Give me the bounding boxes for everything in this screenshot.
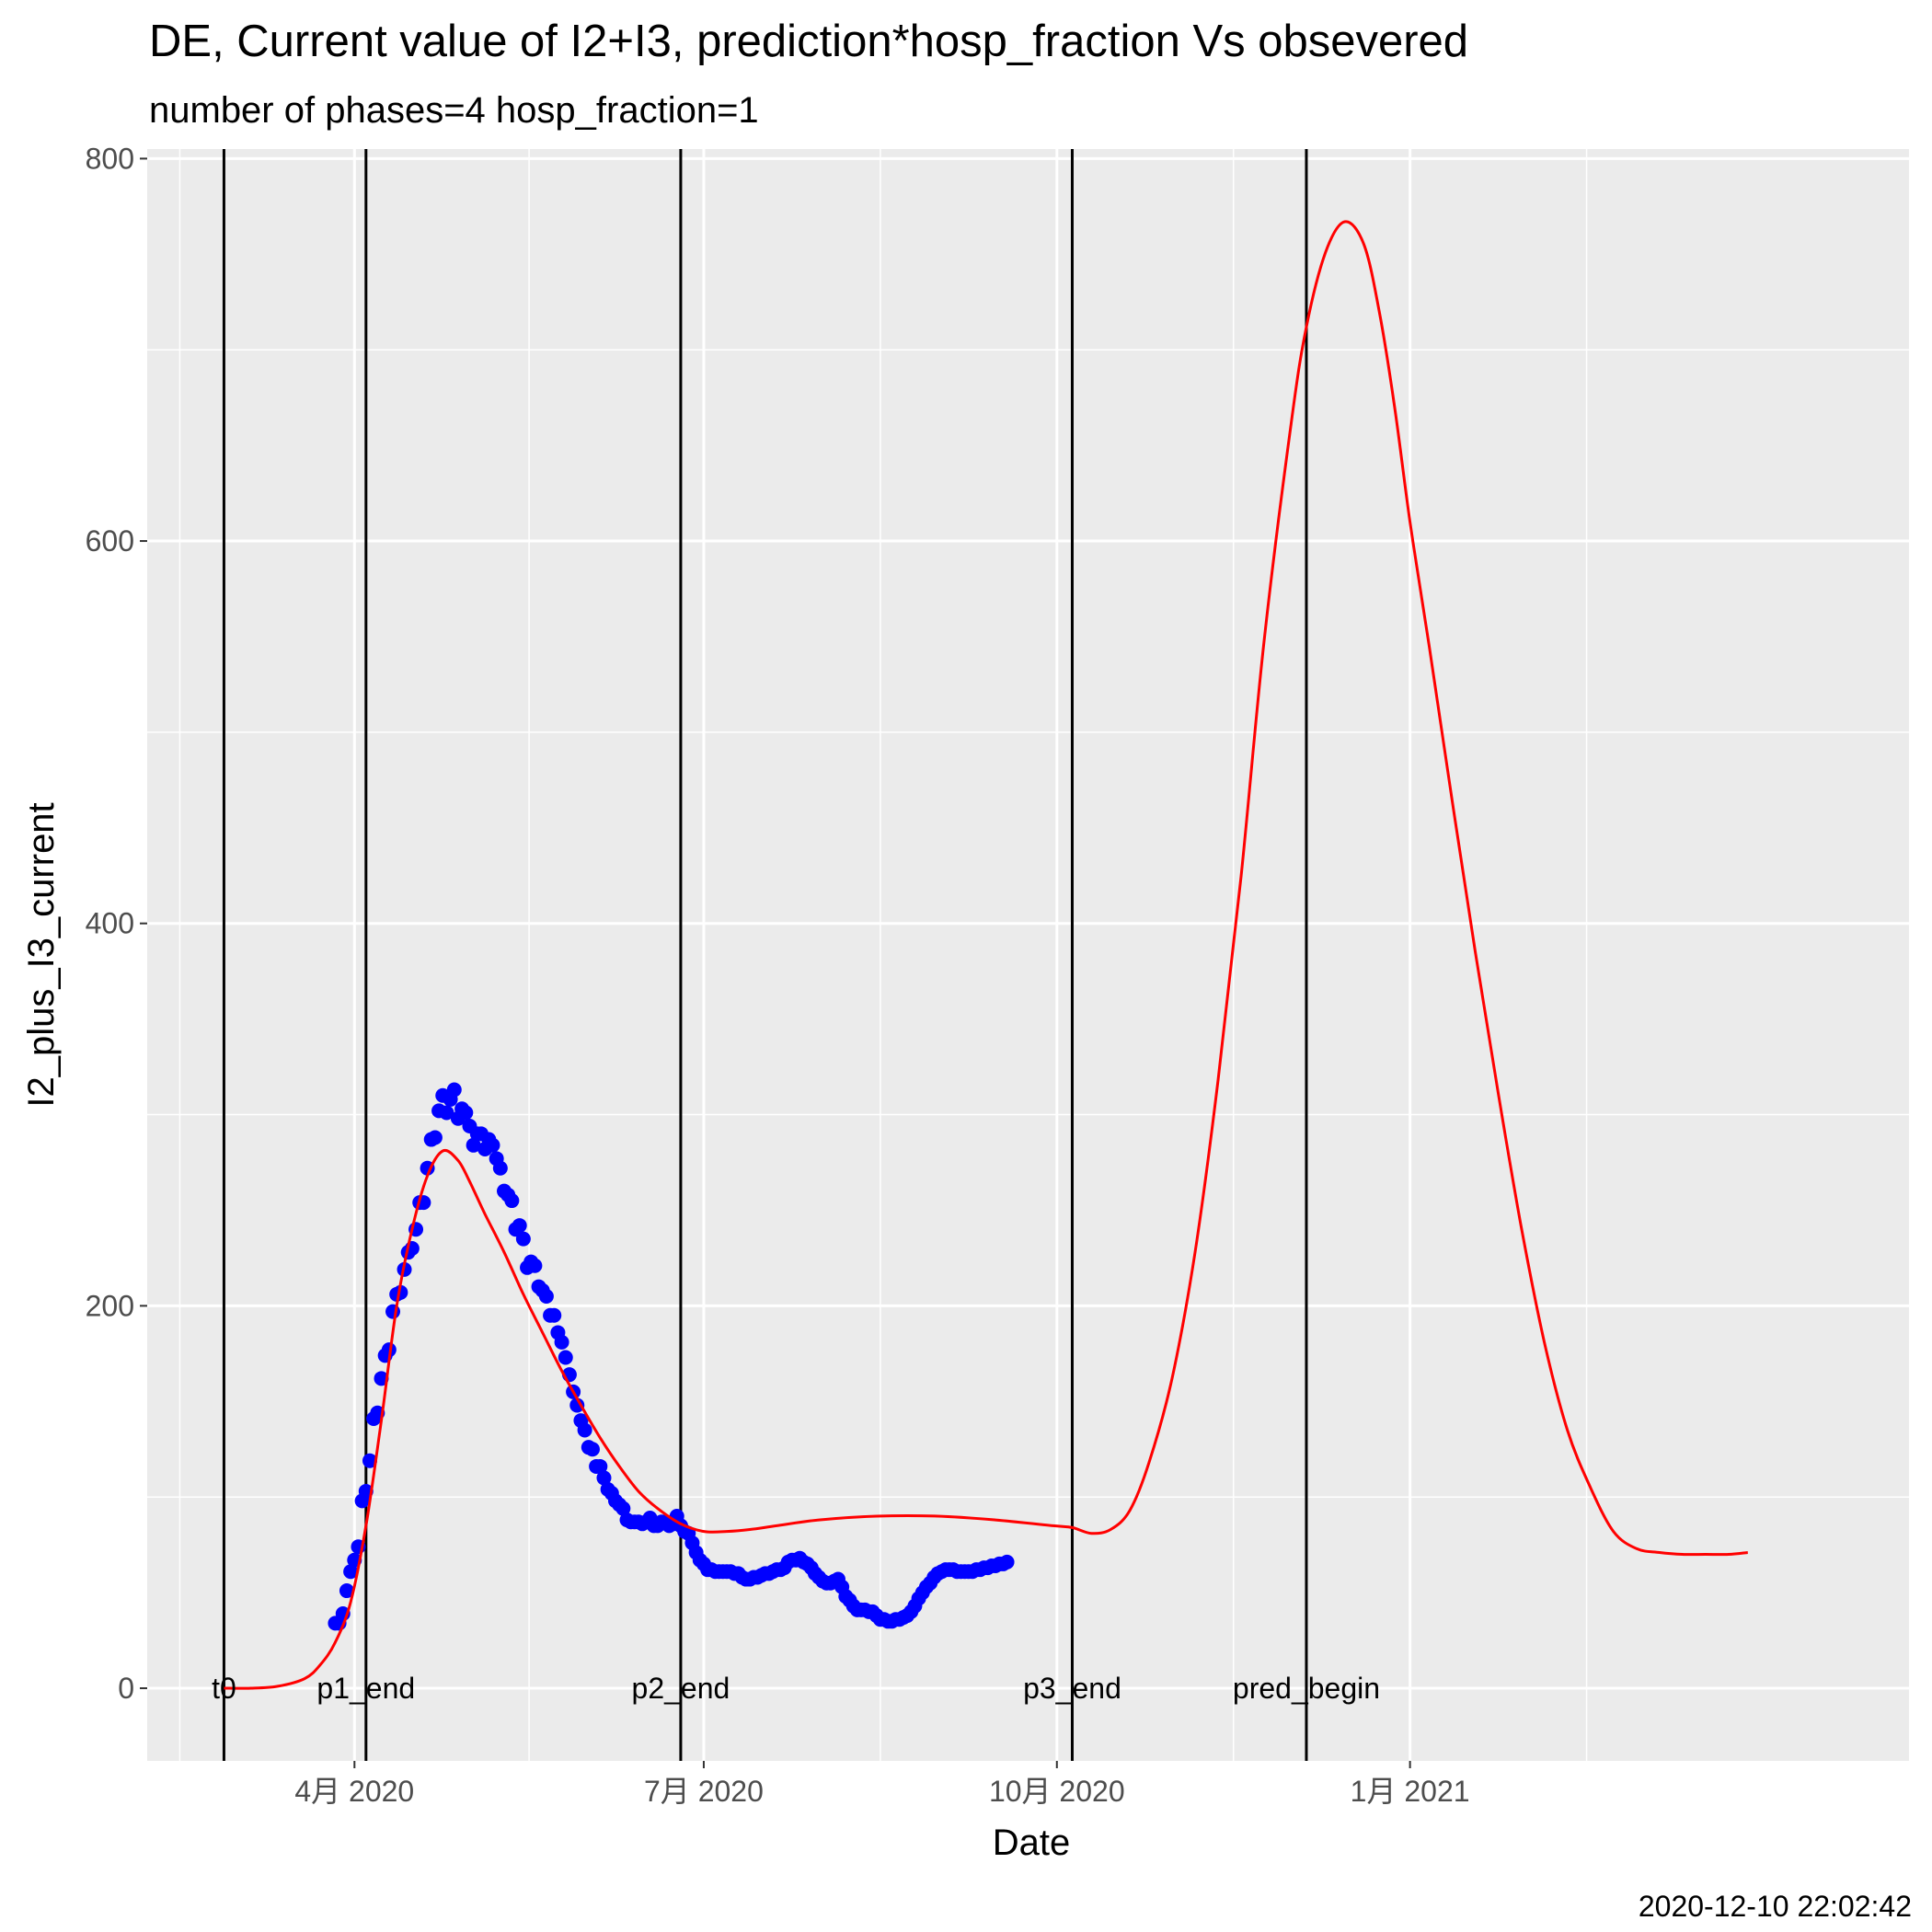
chart-title: DE, Current value of I2+I3, prediction*h…	[149, 17, 1468, 66]
x-axis-title: Date	[993, 1823, 1071, 1863]
x-axis: 4月 2020 7月 2020 10月 2020 1月 2021	[294, 1761, 1470, 1808]
y-tick-label: 600	[86, 524, 134, 558]
observed-point	[512, 1218, 527, 1234]
observed-point	[584, 1442, 600, 1457]
observed-point	[538, 1288, 554, 1304]
timestamp-caption: 2020-12-10 22:02:42	[1639, 1890, 1912, 1923]
observed-point	[615, 1501, 631, 1516]
observed-point	[546, 1307, 562, 1323]
observed-point	[343, 1564, 359, 1580]
grid-major	[147, 149, 1909, 1761]
observed-point	[446, 1082, 462, 1098]
x-tick-label: 7月 2020	[644, 1775, 764, 1808]
y-tick-label: 800	[86, 142, 134, 175]
predicted-line	[224, 220, 1748, 1690]
y-tick-label: 200	[86, 1289, 134, 1322]
observed-point	[393, 1284, 408, 1300]
y-axis-title: I2_plus_I3_current	[21, 802, 62, 1107]
observed-point	[515, 1231, 531, 1247]
observed-point	[458, 1105, 474, 1121]
x-tick-label: 10月 2020	[989, 1775, 1125, 1808]
observed-point	[439, 1105, 454, 1121]
x-tick-label: 4月 2020	[294, 1775, 414, 1808]
phase-label: p2_end	[632, 1672, 730, 1705]
observed-point	[596, 1470, 612, 1486]
observed-point	[504, 1193, 520, 1209]
plot-panel	[147, 149, 1909, 1761]
observed-point	[339, 1583, 354, 1599]
observed-point	[485, 1137, 500, 1153]
observed-series	[328, 1082, 1015, 1631]
observed-point	[554, 1334, 569, 1350]
y-tick-label: 400	[86, 907, 134, 940]
observed-point	[362, 1453, 377, 1468]
phase-label: pred_begin	[1233, 1672, 1380, 1705]
phase-label: t0	[212, 1672, 236, 1705]
observed-point	[569, 1397, 585, 1413]
observed-point	[577, 1422, 592, 1438]
x-tick-label: 1月 2021	[1351, 1775, 1470, 1808]
y-axis: 0 200 400 600 800	[86, 142, 147, 1705]
observed-point	[466, 1137, 481, 1153]
phase-label: p1_end	[316, 1672, 415, 1705]
observed-point	[558, 1350, 573, 1365]
observed-point	[527, 1258, 543, 1273]
phase-label: p3_end	[1023, 1672, 1121, 1705]
y-tick-label: 0	[118, 1672, 134, 1705]
observed-point	[427, 1130, 443, 1145]
phase-labels: t0 p1_end p2_end p3_end pred_begin	[212, 1672, 1380, 1705]
chart-subtitle: number of phases=4 hosp_fraction=1	[149, 90, 759, 131]
observed-point	[999, 1554, 1015, 1570]
observed-point	[381, 1342, 397, 1358]
observed-point	[592, 1458, 608, 1474]
observed-point	[492, 1160, 508, 1176]
